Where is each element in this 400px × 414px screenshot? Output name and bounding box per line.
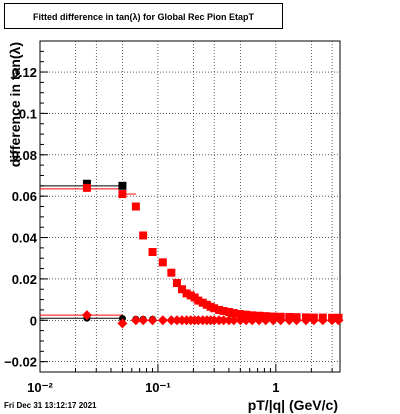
data-point-square xyxy=(148,248,157,257)
data-point-diamond xyxy=(117,318,128,329)
data-point-square xyxy=(118,181,127,190)
data-point-square xyxy=(194,296,203,305)
data-point-diamond xyxy=(317,315,328,326)
data-point-diamond xyxy=(284,315,295,326)
x-tick-label: 10⁻¹ xyxy=(145,380,171,395)
data-markers xyxy=(81,179,344,329)
data-point-square xyxy=(215,305,224,314)
y-tick-label: 0.1 xyxy=(19,106,37,121)
data-point-square xyxy=(198,298,207,307)
data-point-diamond xyxy=(218,315,229,326)
data-point-square xyxy=(177,285,186,294)
data-point-diamond xyxy=(254,315,265,326)
data-point-square xyxy=(167,268,176,277)
data-point-diamond xyxy=(300,315,311,326)
x-tick-label: 1 xyxy=(272,380,279,395)
chart-title: Fitted difference in tan(λ) for Global R… xyxy=(4,3,283,29)
data-point-square xyxy=(229,309,238,318)
footer-timestamp: Fri Dec 31 13:12:17 2021 xyxy=(4,401,97,410)
data-point-diamond xyxy=(81,310,92,321)
data-point-diamond xyxy=(157,315,168,326)
data-point-diamond xyxy=(130,315,141,326)
y-tick-label: 0.06 xyxy=(12,189,37,204)
data-point-square xyxy=(210,304,219,313)
data-point-square xyxy=(139,231,148,240)
y-tick-label: 0.04 xyxy=(12,231,38,246)
x-axis-label: pT/|q| (GeV/c) xyxy=(248,397,338,413)
data-point-diamond xyxy=(275,315,286,326)
y-tick-label: 0.12 xyxy=(12,65,37,80)
y-tick-label: 0 xyxy=(30,313,37,328)
data-point-diamond xyxy=(147,315,158,326)
data-point-square xyxy=(236,310,245,319)
data-point-diamond xyxy=(235,315,246,326)
data-point-diamond xyxy=(308,315,319,326)
data-point-diamond xyxy=(166,315,177,326)
data-point-square xyxy=(82,179,91,188)
y-axis-label: difference in tan(λ) xyxy=(7,42,23,167)
data-point-square xyxy=(172,279,181,288)
data-point-diamond xyxy=(333,315,344,326)
data-point-square xyxy=(82,183,91,192)
data-point-diamond xyxy=(268,315,279,326)
data-point-diamond xyxy=(171,315,182,326)
y-tick-label: 0.08 xyxy=(12,148,37,163)
data-point-square xyxy=(158,258,167,267)
data-point-diamond xyxy=(241,315,252,326)
data-point-square xyxy=(182,289,191,298)
data-point-diamond xyxy=(291,315,302,326)
data-point-square xyxy=(118,190,127,199)
y-tick-label: 0.02 xyxy=(12,272,37,287)
data-point-square xyxy=(219,306,228,315)
data-point-square xyxy=(242,310,251,319)
y-tick-label: −0.02 xyxy=(4,355,37,370)
fit-lines xyxy=(40,185,136,319)
data-point-square xyxy=(131,202,140,211)
data-point-diamond xyxy=(327,315,338,326)
x-tick-label: 10⁻² xyxy=(27,380,53,395)
data-point-square xyxy=(224,308,233,317)
data-point-diamond xyxy=(247,315,258,326)
data-point-diamond xyxy=(138,315,149,326)
data-point-diamond xyxy=(228,315,239,326)
data-point-diamond xyxy=(260,315,271,326)
tick-labels: −0.02 0 0.02 0.04 0.06 0.08 0.1 0.12 10⁻² 10⁻¹ 1 xyxy=(4,65,279,395)
